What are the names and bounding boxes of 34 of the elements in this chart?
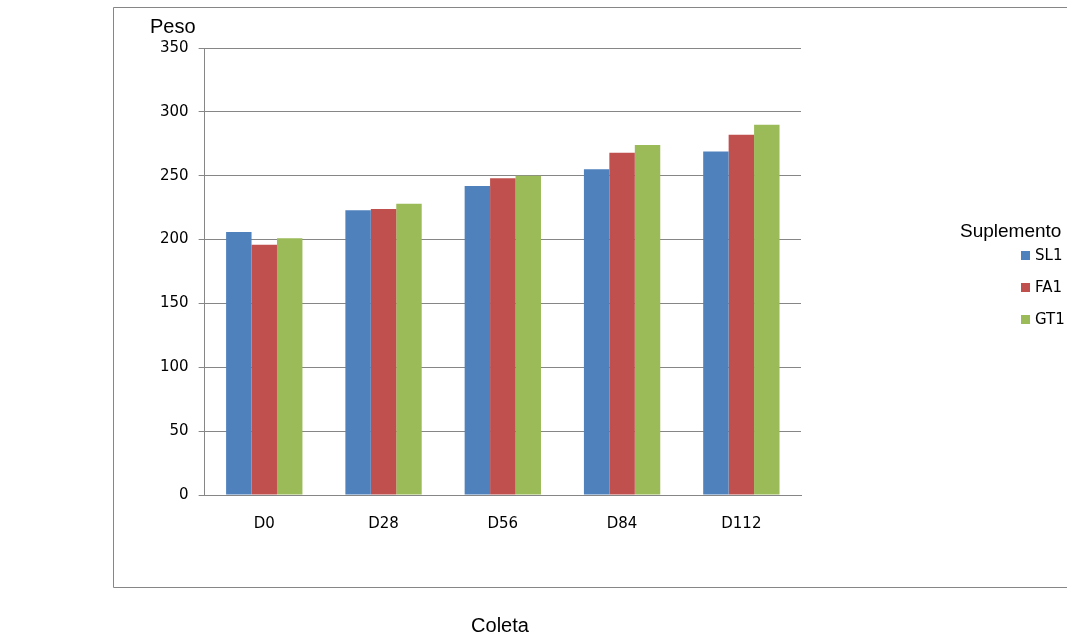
bar	[276, 238, 303, 495]
y-tick-label: 100	[159, 357, 189, 376]
x-axis-title: Coleta	[471, 614, 530, 636]
bar	[703, 151, 729, 495]
bar	[396, 203, 422, 495]
bar	[609, 152, 635, 495]
bar	[464, 185, 491, 495]
legend-title: Suplemento	[960, 220, 1063, 242]
y-tick-label: 50	[169, 421, 189, 440]
y-tick-label: 200	[159, 229, 189, 248]
x-tick-label: D84	[606, 513, 638, 532]
bar	[345, 210, 371, 495]
bar	[583, 169, 610, 495]
legend-label: SL1	[1035, 246, 1063, 264]
y-tick-label: 150	[159, 293, 189, 312]
bar	[490, 178, 516, 495]
x-tick-label: D112	[721, 513, 762, 532]
bar	[226, 231, 252, 495]
bar	[634, 145, 661, 495]
legend-label: GT1	[1035, 310, 1065, 328]
legend-label: FA1	[1035, 278, 1063, 296]
x-tick-label: D0	[253, 513, 275, 532]
y-tick-label: 250	[159, 165, 189, 184]
bar	[754, 124, 780, 495]
y-tick-label: 0	[179, 484, 189, 503]
y-axis-title: Peso	[150, 15, 196, 37]
x-tick-label: D28	[368, 513, 399, 532]
bar	[251, 244, 277, 495]
y-tick-label: 350	[159, 37, 189, 56]
y-tick-label: 300	[159, 101, 189, 120]
x-tick-label: D56	[487, 513, 519, 532]
bar	[728, 134, 755, 495]
bar	[515, 175, 541, 495]
bar	[370, 208, 397, 495]
